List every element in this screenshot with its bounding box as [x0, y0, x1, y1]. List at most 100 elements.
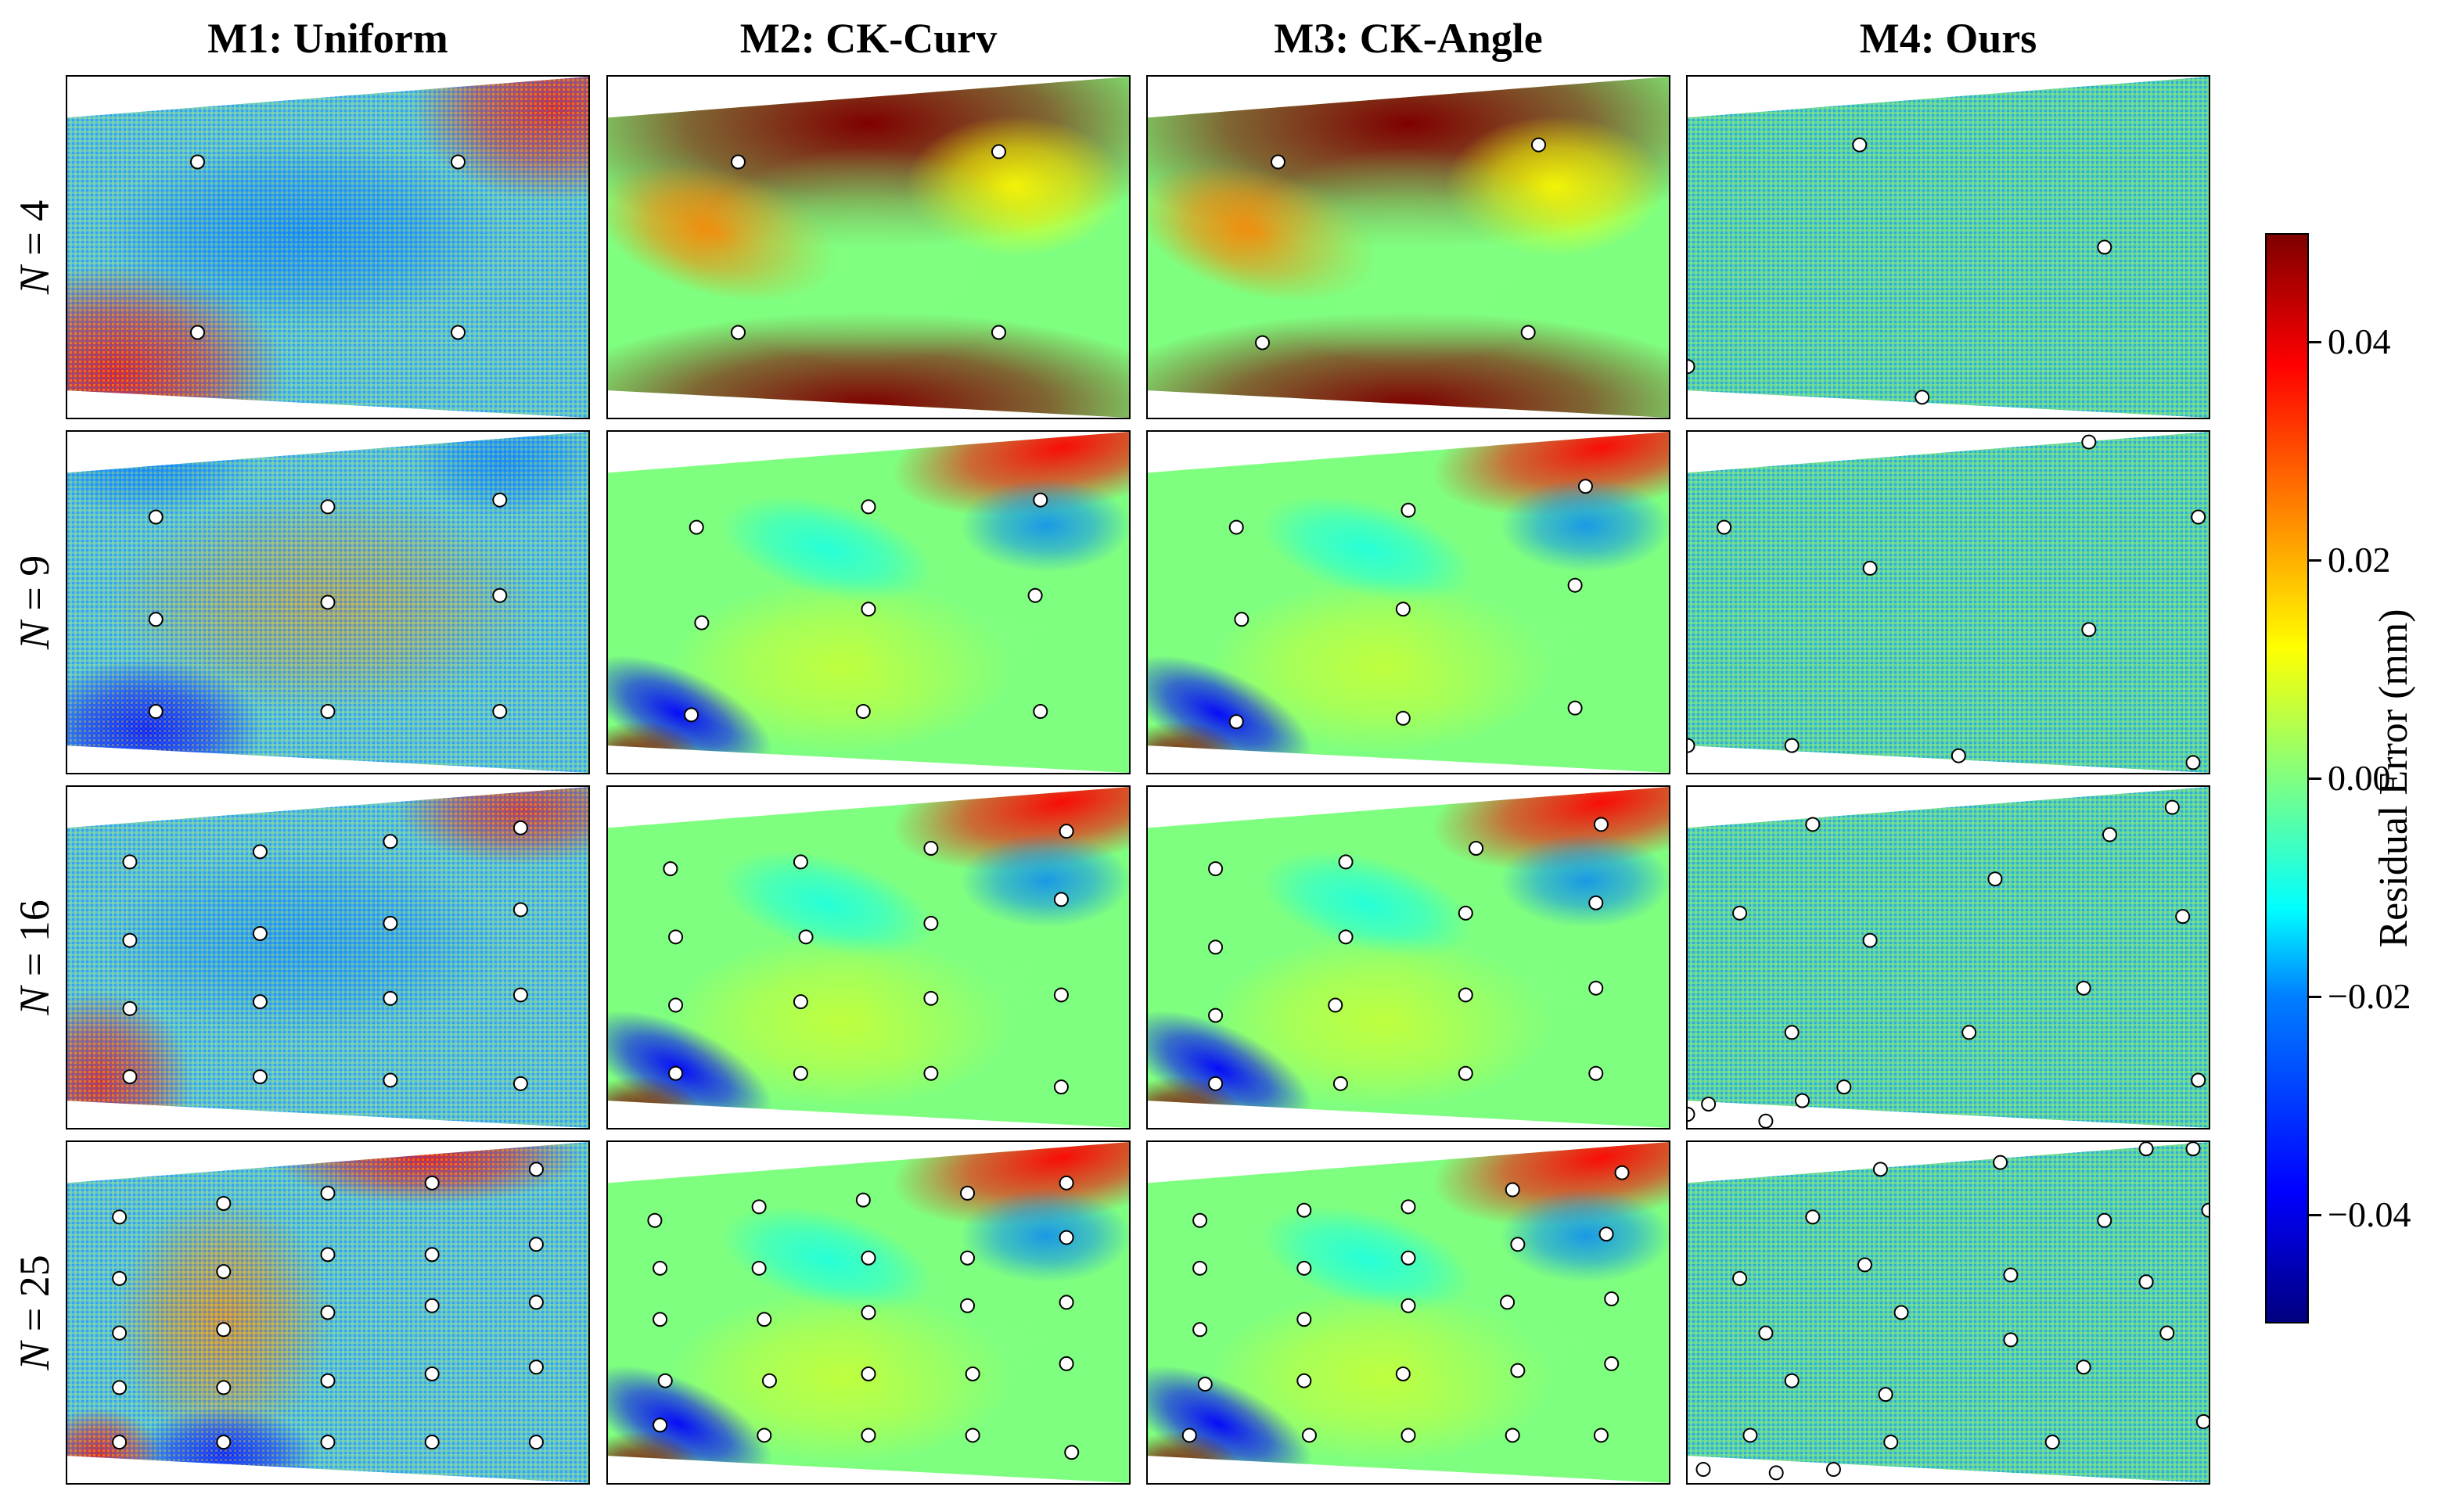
- sample-point: [757, 1428, 772, 1443]
- sample-point: [1458, 905, 1473, 921]
- sample-point: [2164, 799, 2180, 815]
- sample-point: [1732, 1270, 1748, 1286]
- sample-point: [1805, 1209, 1821, 1225]
- row-label-symbol: N: [11, 1341, 58, 1370]
- error-region: [608, 1365, 773, 1482]
- sample-point: [528, 1295, 544, 1310]
- sample-point: [2191, 509, 2206, 525]
- sample-point: [1588, 895, 1604, 910]
- heatmap-surface: [1148, 787, 1669, 1128]
- heatmap-surface: [1688, 787, 2209, 1128]
- sample-point: [1296, 1312, 1312, 1327]
- sample-point: [2195, 1414, 2209, 1430]
- sample-point: [1520, 325, 1536, 340]
- sample-point: [512, 820, 528, 835]
- sample-point: [2081, 622, 2097, 637]
- sample-point: [1395, 602, 1411, 617]
- heatmap-plot: [1688, 77, 2209, 418]
- row-label: N = 25: [7, 1140, 62, 1485]
- sample-point: [1784, 738, 1800, 753]
- sample-point: [2159, 1325, 2175, 1341]
- sample-point: [751, 1199, 767, 1215]
- sample-point: [2185, 1142, 2201, 1157]
- error-region: [1260, 495, 1474, 603]
- sample-point: [1027, 587, 1043, 603]
- sample-point: [1301, 1428, 1317, 1443]
- heatmap-panel: [1146, 75, 1670, 419]
- error-region: [891, 1142, 1129, 1226]
- sample-point: [190, 325, 205, 340]
- heatmap-plot: [1688, 432, 2209, 773]
- sample-point: [528, 1162, 544, 1177]
- sample-point: [694, 615, 710, 630]
- sample-point: [1505, 1428, 1520, 1443]
- sample-point: [2003, 1332, 2019, 1348]
- sample-point: [861, 1305, 876, 1320]
- sample-point: [1695, 1462, 1711, 1478]
- sample-point: [216, 1195, 232, 1211]
- sample-point: [668, 929, 684, 945]
- heatmap-plot: [1688, 787, 2209, 1128]
- sample-point: [1742, 1428, 1758, 1443]
- sample-point: [1192, 1260, 1208, 1276]
- sample-point: [793, 1065, 808, 1081]
- sample-point: [1993, 1155, 2008, 1170]
- sample-point: [861, 499, 876, 515]
- error-region: [858, 896, 1129, 1084]
- sample-point: [1701, 1096, 1717, 1112]
- sample-point: [1717, 519, 1732, 535]
- colorbar-label: Residual Error (mm): [2371, 609, 2416, 948]
- heatmap-panel: [1686, 75, 2210, 419]
- noise-texture: [1688, 787, 2209, 1128]
- sample-point: [148, 612, 164, 627]
- sample-point: [1400, 1298, 1416, 1313]
- sample-point: [112, 1325, 128, 1341]
- sample-point: [1961, 1025, 1977, 1040]
- sample-point: [216, 1435, 232, 1450]
- sample-point: [861, 1428, 876, 1443]
- sample-point: [1228, 714, 1244, 730]
- heatmap-plot: [67, 432, 588, 773]
- sample-point: [1255, 335, 1271, 350]
- sample-point: [1208, 939, 1224, 955]
- sample-point: [424, 1247, 440, 1262]
- sample-point: [2102, 827, 2117, 842]
- sample-point: [1033, 704, 1048, 720]
- sample-point: [252, 1069, 268, 1085]
- sample-point: [793, 994, 808, 1010]
- heatmap-surface: [608, 787, 1129, 1128]
- sample-point: [1469, 840, 1484, 856]
- colorbar-tick: [2309, 341, 2321, 344]
- error-region: [1234, 147, 1578, 366]
- sample-point: [2097, 239, 2112, 255]
- sample-point: [1857, 1257, 1872, 1273]
- sample-point: [2185, 755, 2201, 770]
- sample-point: [668, 1065, 684, 1081]
- sample-point: [320, 594, 336, 610]
- sample-point: [1271, 154, 1285, 170]
- sample-point: [653, 1260, 668, 1276]
- sample-point: [424, 1366, 440, 1381]
- sample-point: [1768, 1465, 1784, 1481]
- sample-point: [965, 1366, 980, 1381]
- error-region: [1260, 850, 1474, 958]
- sample-point: [1395, 710, 1411, 726]
- sample-point: [451, 325, 466, 340]
- sample-point: [320, 704, 336, 720]
- sample-point: [2044, 1435, 2060, 1450]
- sample-point: [855, 1192, 871, 1208]
- sample-point: [1458, 987, 1473, 1003]
- sample-point: [1836, 1079, 1852, 1095]
- sample-point: [1400, 1428, 1416, 1443]
- sample-point: [923, 990, 939, 1006]
- sample-point: [1059, 1356, 1074, 1371]
- sample-point: [798, 929, 814, 945]
- sample-point: [512, 1076, 528, 1091]
- sample-point: [2138, 1274, 2154, 1290]
- sample-point: [1328, 997, 1343, 1013]
- heatmap-panel: [1146, 1140, 1670, 1485]
- sample-point: [112, 1270, 128, 1286]
- sample-point: [647, 1212, 663, 1228]
- colorbar-tick-label: 0.00: [2328, 758, 2391, 798]
- row-label-symbol: N: [11, 986, 58, 1015]
